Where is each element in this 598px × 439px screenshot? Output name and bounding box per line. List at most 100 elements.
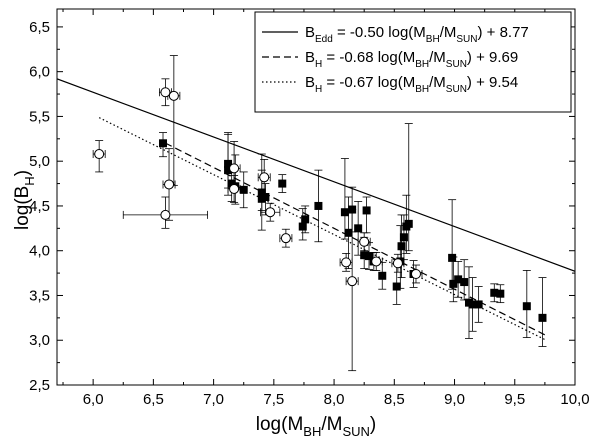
legend-label-subscript: H [315, 84, 322, 95]
x-tick-label: 6,0 [83, 391, 104, 408]
legend-label-subscript: SUN [446, 84, 467, 95]
legend-label-part: B [305, 74, 315, 91]
data-point-circle [168, 90, 179, 101]
data-point-circle [229, 163, 240, 174]
data-point-circle [94, 149, 105, 160]
legend-label: BH = -0.68 log(MBH/MSUN) + 9.69 [305, 49, 518, 70]
data-point-square [301, 215, 310, 224]
data-point-square [448, 253, 457, 262]
y-tick-label: 6,5 [29, 19, 50, 36]
fit-line-dotted [98, 117, 546, 341]
legend-label-part: = -0.50 log(M [333, 24, 426, 41]
data-point-square [298, 222, 307, 231]
data-point-square [399, 233, 408, 242]
x-axis-title: log(MBH/MSUN) [256, 414, 376, 439]
legend-label-part: B [305, 49, 315, 66]
data-point-circle [371, 256, 382, 267]
legend-label-subscript: BH [426, 34, 440, 45]
data-point-square [392, 282, 401, 291]
data-point-square [397, 242, 406, 251]
data-point-square [360, 251, 369, 260]
y-tick-label: 3,0 [29, 332, 50, 349]
data-point-circle [341, 257, 352, 268]
legend-label-subscript: SUN [456, 34, 477, 45]
data-point-square [454, 275, 463, 284]
data-points [94, 87, 547, 322]
data-point-circle [229, 183, 240, 194]
x-tick-label: 10,0 [560, 391, 589, 408]
legend-label-subscript: BH [415, 84, 429, 95]
data-point-square [257, 188, 266, 197]
y-tick-label: 6,0 [29, 64, 50, 81]
data-point-square [468, 300, 477, 309]
data-point-circle [280, 233, 291, 244]
data-point-square [261, 193, 270, 201]
legend-label-subscript: SUN [446, 59, 467, 70]
data-point-square [496, 289, 505, 298]
data-point-square [538, 313, 547, 322]
y-tick-label: 2,5 [29, 377, 50, 394]
x-tick-label: 8,0 [324, 391, 345, 408]
data-point-square [278, 179, 287, 188]
data-point-circle [160, 209, 171, 220]
data-point-circle [259, 172, 270, 183]
fit-line-solid [57, 78, 575, 272]
data-point-square [365, 252, 374, 261]
data-point-circle [160, 87, 171, 98]
legend-label-subscript: BH [415, 59, 429, 70]
data-point-circle [410, 268, 421, 279]
x-tick-label: 9,5 [504, 391, 525, 408]
x-tick-label: 9,0 [444, 391, 465, 408]
y-tick-label: 5,0 [29, 153, 50, 170]
plot-frame [56, 8, 576, 386]
legend-label-part: ) + 8.77 [477, 24, 528, 41]
legend-label-part: = -0.67 log(M [322, 74, 415, 91]
y-axis-title: log(BH) [12, 170, 37, 230]
legend-label-part: /M [429, 49, 446, 66]
data-point-square [354, 224, 363, 233]
data-point-square [404, 219, 413, 228]
legend-label-part: = -0.68 log(M [322, 49, 415, 66]
data-point-square [378, 271, 387, 280]
data-point-circle [359, 236, 370, 247]
x-tick-label: 7,0 [203, 391, 224, 408]
x-tick-label: 8,5 [384, 391, 405, 408]
legend-label-subscript: Edd [315, 34, 333, 45]
data-point-square [314, 201, 323, 210]
legend-label-part: /M [429, 74, 446, 91]
data-point-circle [265, 207, 276, 218]
y-tick-label: 4,0 [29, 243, 50, 260]
data-point-square [348, 205, 357, 214]
data-point-square [460, 278, 469, 287]
data-point-square [344, 228, 353, 237]
data-point-circle [392, 258, 403, 269]
legend-label-part: ) + 9.54 [467, 74, 518, 91]
axis-ticks: 6,0 6,5 7,0 7,5 8,0 8,5 9,0 9,5 10,0 2,5 3,0 3,5 4,0… [29, 9, 590, 408]
legend-label-part: /M [440, 24, 457, 41]
data-point-square [362, 206, 371, 215]
data-point-square [474, 300, 483, 309]
data-point-square [224, 159, 233, 168]
y-tick-label: 5,5 [29, 108, 50, 125]
legend-label-part: B [305, 24, 315, 41]
data-point-square [224, 166, 233, 175]
legend-label-part: ) + 9.69 [467, 49, 518, 66]
data-point-square [522, 302, 531, 311]
data-point-square [449, 279, 458, 288]
y-tick-label: 4,5 [29, 198, 50, 215]
legend-label: BH = -0.67 log(MBH/MSUN) + 9.54 [305, 74, 518, 95]
data-point-circle [164, 179, 175, 190]
legend-label: BEdd = -0.50 log(MBH/MSUN) + 8.77 [305, 24, 529, 45]
x-tick-label: 6,5 [143, 391, 164, 408]
data-point-square [340, 208, 349, 217]
legend-box [254, 11, 572, 113]
legend-label-subscript: H [315, 59, 322, 70]
data-point-square [239, 185, 248, 194]
data-point-square [490, 288, 499, 297]
x-tick-label: 7,5 [263, 391, 284, 408]
y-tick-label: 3,5 [29, 287, 50, 304]
data-point-circle [347, 276, 358, 287]
data-point-square [159, 139, 168, 148]
